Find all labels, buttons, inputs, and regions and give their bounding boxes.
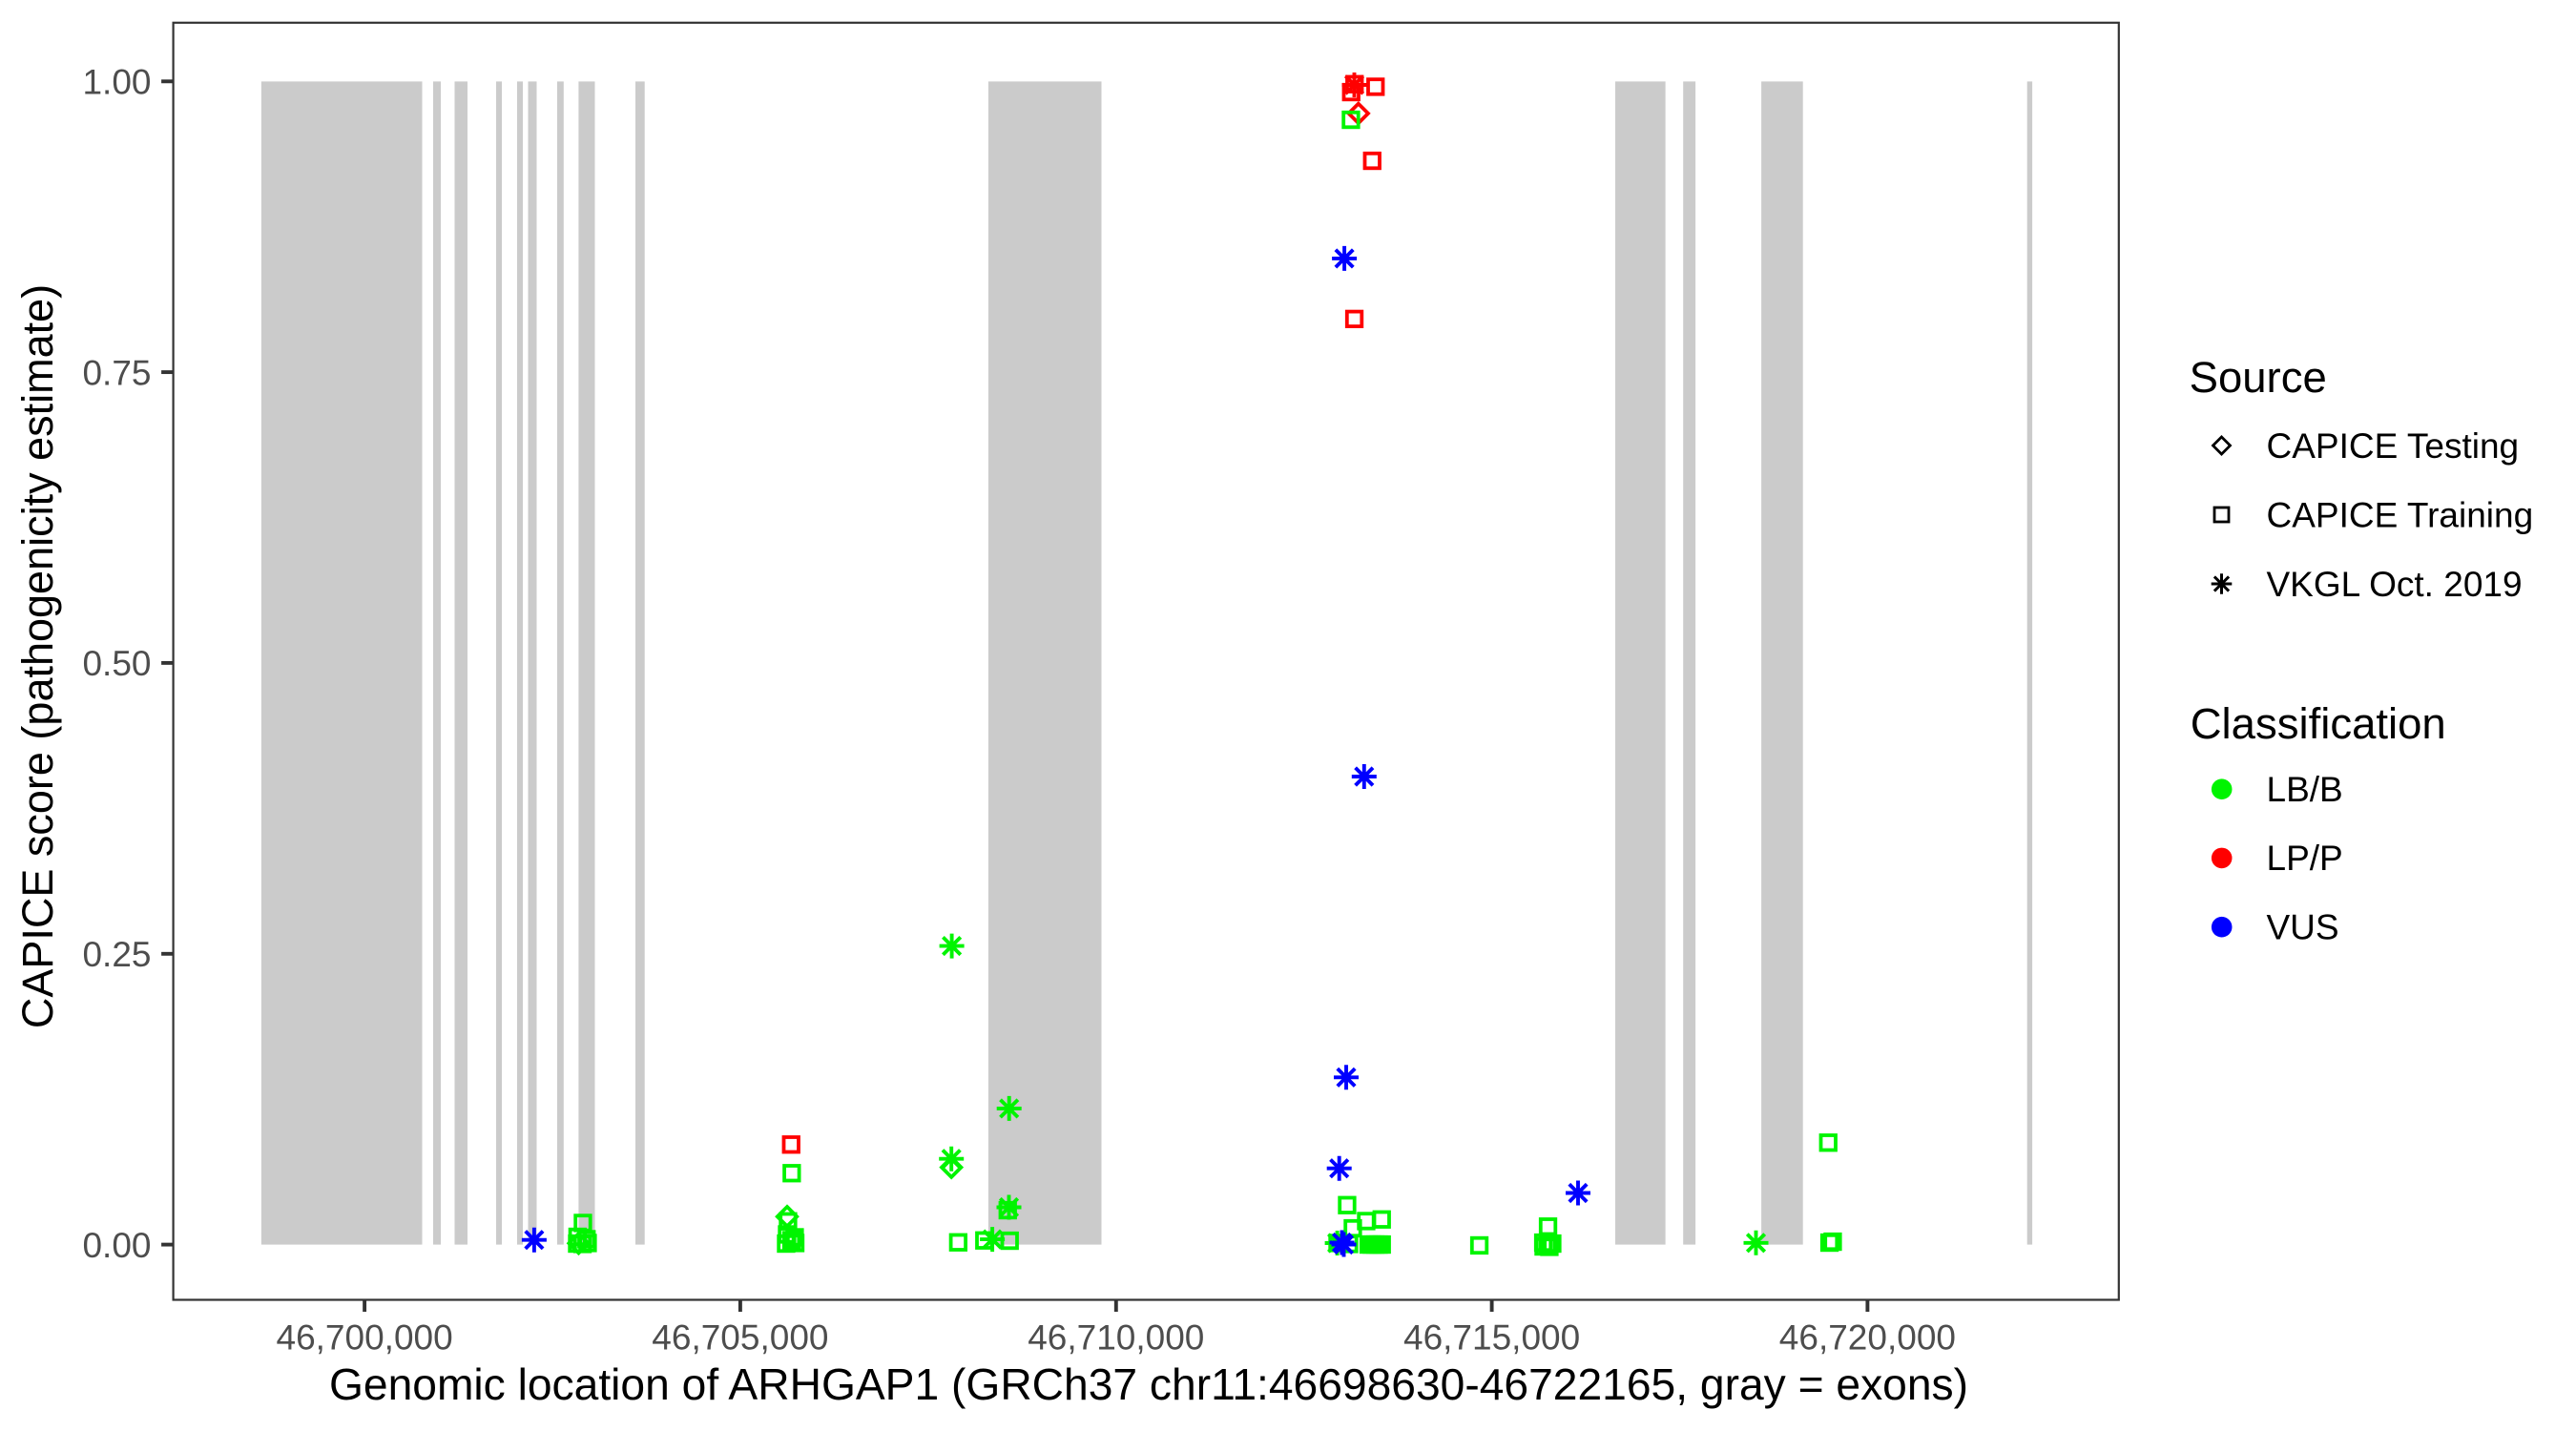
svg-text:0.75: 0.75 xyxy=(82,353,151,392)
svg-text:0.25: 0.25 xyxy=(82,935,151,974)
svg-text:0.00: 0.00 xyxy=(82,1226,151,1265)
svg-text:46,705,000: 46,705,000 xyxy=(652,1318,828,1358)
svg-text:Source: Source xyxy=(2190,353,2327,402)
svg-text:Classification: Classification xyxy=(2191,699,2446,748)
svg-text:VKGL Oct. 2019: VKGL Oct. 2019 xyxy=(2267,565,2523,604)
svg-text:Genomic location of ARHGAP1 (G: Genomic location of ARHGAP1 (GRCh37 chr1… xyxy=(329,1359,1968,1409)
svg-text:46,720,000: 46,720,000 xyxy=(1779,1318,1956,1358)
svg-text:CAPICE score (pathogenicity es: CAPICE score (pathogenicity estimate) xyxy=(13,284,62,1028)
svg-text:CAPICE Training: CAPICE Training xyxy=(2267,495,2534,534)
svg-text:LB/B: LB/B xyxy=(2267,770,2343,809)
svg-text:46,715,000: 46,715,000 xyxy=(1403,1318,1580,1358)
svg-text:1.00: 1.00 xyxy=(82,63,151,102)
svg-text:CAPICE Testing: CAPICE Testing xyxy=(2267,426,2520,466)
svg-text:0.50: 0.50 xyxy=(82,644,151,683)
svg-text:46,700,000: 46,700,000 xyxy=(277,1318,453,1358)
svg-text:VUS: VUS xyxy=(2267,908,2339,947)
svg-text:46,710,000: 46,710,000 xyxy=(1028,1318,1204,1358)
svg-text:LP/P: LP/P xyxy=(2267,839,2343,878)
